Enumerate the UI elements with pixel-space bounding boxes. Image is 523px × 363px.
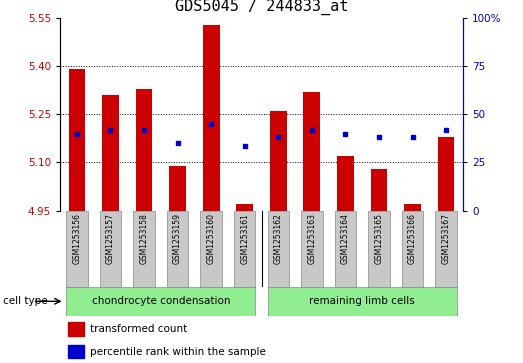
Bar bbox=[135, 89, 152, 211]
Text: GSM1253161: GSM1253161 bbox=[240, 213, 249, 264]
FancyBboxPatch shape bbox=[368, 211, 390, 287]
Text: cell type: cell type bbox=[3, 296, 47, 306]
FancyBboxPatch shape bbox=[301, 211, 323, 287]
Text: GSM1253167: GSM1253167 bbox=[441, 213, 451, 264]
FancyBboxPatch shape bbox=[268, 211, 289, 287]
Bar bbox=[68, 322, 84, 336]
Text: GSM1253165: GSM1253165 bbox=[374, 213, 383, 264]
FancyBboxPatch shape bbox=[435, 211, 457, 287]
Text: GSM1253166: GSM1253166 bbox=[408, 213, 417, 264]
FancyBboxPatch shape bbox=[268, 287, 457, 316]
Bar bbox=[270, 111, 287, 211]
Bar bbox=[303, 92, 320, 211]
FancyBboxPatch shape bbox=[234, 211, 255, 287]
Text: GSM1253163: GSM1253163 bbox=[308, 213, 316, 264]
FancyBboxPatch shape bbox=[66, 211, 88, 287]
FancyBboxPatch shape bbox=[66, 287, 255, 316]
Text: chondrocyte condensation: chondrocyte condensation bbox=[92, 296, 230, 306]
Text: transformed count: transformed count bbox=[90, 324, 188, 334]
Text: GSM1253158: GSM1253158 bbox=[140, 213, 149, 264]
Text: GSM1253162: GSM1253162 bbox=[274, 213, 283, 264]
Text: percentile rank within the sample: percentile rank within the sample bbox=[90, 347, 266, 357]
FancyBboxPatch shape bbox=[133, 211, 155, 287]
Bar bbox=[68, 345, 84, 358]
Text: GSM1253156: GSM1253156 bbox=[72, 213, 82, 264]
Bar bbox=[169, 166, 186, 211]
FancyBboxPatch shape bbox=[167, 211, 188, 287]
Bar bbox=[337, 156, 354, 211]
Bar bbox=[203, 25, 220, 211]
Text: GSM1253159: GSM1253159 bbox=[173, 213, 182, 264]
Title: GDS5045 / 244833_at: GDS5045 / 244833_at bbox=[175, 0, 348, 15]
FancyBboxPatch shape bbox=[200, 211, 222, 287]
Text: GSM1253160: GSM1253160 bbox=[207, 213, 215, 264]
Bar bbox=[404, 204, 421, 211]
FancyBboxPatch shape bbox=[402, 211, 423, 287]
FancyBboxPatch shape bbox=[100, 211, 121, 287]
Text: GSM1253157: GSM1253157 bbox=[106, 213, 115, 264]
Bar bbox=[438, 137, 454, 211]
Bar bbox=[371, 169, 388, 211]
Text: GSM1253164: GSM1253164 bbox=[341, 213, 350, 264]
Text: remaining limb cells: remaining limb cells bbox=[309, 296, 415, 306]
FancyBboxPatch shape bbox=[335, 211, 356, 287]
Bar bbox=[236, 204, 253, 211]
Bar bbox=[102, 95, 119, 211]
Bar bbox=[69, 69, 85, 211]
